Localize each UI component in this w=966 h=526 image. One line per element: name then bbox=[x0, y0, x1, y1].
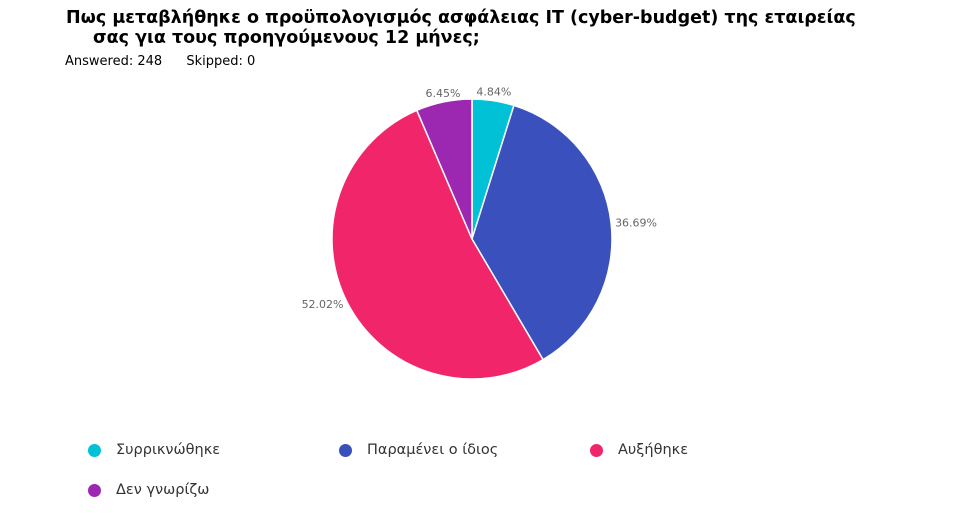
pie-data-label-unchanged: 36.69% bbox=[615, 217, 657, 230]
legend-swatch bbox=[88, 483, 101, 497]
question-title: Πως μεταβλήθηκε ο προϋπολογισμός ασφάλει… bbox=[66, 8, 906, 48]
legend-label: Δεν γνωρίζω bbox=[116, 482, 210, 498]
pie-data-label-dont-know: 6.45% bbox=[426, 87, 461, 100]
legend-swatch bbox=[339, 443, 352, 457]
pie-slice-dont-know bbox=[415, 98, 473, 240]
legend-label: Αυξήθηκε bbox=[618, 442, 689, 458]
legend-swatch bbox=[590, 443, 603, 457]
legend-item-decreased: Συρρικνώθηκε bbox=[88, 440, 220, 460]
pie-slice-unchanged bbox=[471, 104, 613, 361]
legend-item-unchanged: Παραμένει ο ίδιος bbox=[339, 440, 498, 460]
answered-count: Answered: 248 bbox=[65, 54, 163, 69]
pie-data-label-increased: 52.02% bbox=[302, 298, 344, 311]
legend-label: Παραμένει ο ίδιος bbox=[367, 442, 499, 458]
pie-slice-increased bbox=[331, 109, 545, 380]
pie-data-label-decreased: 4.84% bbox=[476, 86, 511, 99]
question-title-line-2: σας για τους προηγούμενους 12 μήνες; bbox=[93, 28, 480, 48]
question-title-line-1: Πως μεταβλήθηκε ο προϋπολογισμός ασφάλει… bbox=[66, 8, 856, 28]
skipped-count: Skipped: 0 bbox=[186, 54, 256, 69]
legend-item-increased: Αυξήθηκε bbox=[590, 440, 688, 460]
legend-swatch bbox=[88, 443, 101, 457]
legend-item-dont-know: Δεν γνωρίζω bbox=[88, 480, 209, 500]
legend-label: Συρρικνώθηκε bbox=[116, 442, 221, 458]
response-stats: Answered: 248 Skipped: 0 bbox=[65, 54, 255, 70]
